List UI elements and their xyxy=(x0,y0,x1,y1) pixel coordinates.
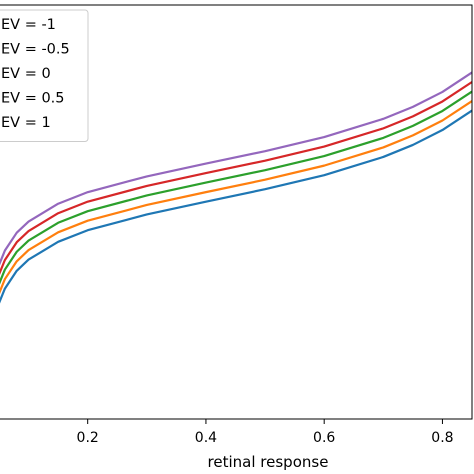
legend-entry-3: EV = 0 xyxy=(1,66,51,82)
plot-frame xyxy=(0,4,473,420)
x-ticks: 0.2 0.4 0.6 0.8 xyxy=(77,419,454,446)
series-line-2 xyxy=(0,100,473,294)
series-line-1 xyxy=(0,109,473,304)
x-axis-label: retinal response xyxy=(208,453,329,471)
legend-entry-1: EV = -1 xyxy=(1,17,56,33)
x-tick-label: 0.8 xyxy=(431,430,453,446)
legend-box xyxy=(0,9,89,142)
legend: EV = -1 EV = -0.5 EV = 0 EV = 0.5 EV = 1 xyxy=(0,9,89,142)
series-line-5 xyxy=(0,71,473,266)
legend-entry-4: EV = 0.5 xyxy=(1,91,65,107)
series-line-3 xyxy=(0,90,473,285)
x-tick-label: 0.4 xyxy=(195,430,217,446)
legend-entry-5: EV = 1 xyxy=(1,115,51,131)
series-line-4 xyxy=(0,81,473,275)
x-tick-label: 0.6 xyxy=(313,430,335,446)
x-tick-label: 0.2 xyxy=(77,430,99,446)
series-lines xyxy=(0,71,473,304)
axes xyxy=(0,4,473,420)
legend-entry-2: EV = -0.5 xyxy=(1,42,70,58)
